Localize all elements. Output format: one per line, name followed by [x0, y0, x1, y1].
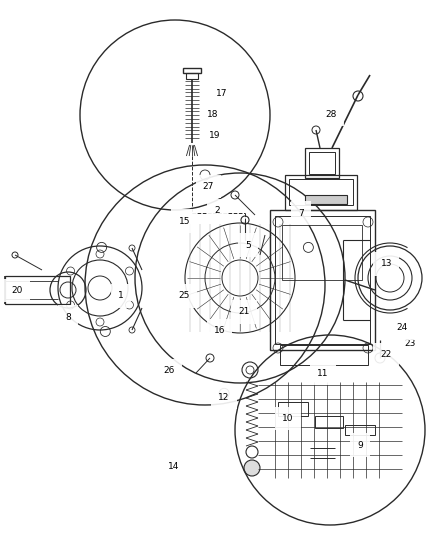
Bar — [274, 216, 369, 344]
Bar — [186, 73, 198, 79]
Text: 28: 28 — [325, 110, 336, 119]
Bar — [344, 425, 374, 435]
Text: 21: 21 — [237, 308, 249, 316]
Text: 15: 15 — [178, 217, 190, 225]
Bar — [308, 152, 334, 174]
Bar — [281, 225, 361, 280]
Text: 27: 27 — [202, 182, 214, 191]
Text: 13: 13 — [380, 260, 391, 268]
Text: 10: 10 — [281, 414, 293, 423]
Bar — [284, 175, 356, 210]
Text: 23: 23 — [404, 340, 415, 348]
Text: 25: 25 — [178, 292, 190, 300]
Text: 20: 20 — [11, 286, 22, 295]
Text: 26: 26 — [163, 366, 174, 375]
Text: 5: 5 — [244, 241, 251, 249]
Text: 19: 19 — [209, 132, 220, 140]
Circle shape — [244, 460, 259, 476]
Text: 12: 12 — [218, 393, 229, 401]
Text: 9: 9 — [356, 441, 362, 449]
Text: 8: 8 — [65, 313, 71, 321]
Text: 7: 7 — [297, 209, 303, 217]
Text: 16: 16 — [213, 326, 225, 335]
Bar — [288, 179, 352, 205]
Text: 14: 14 — [167, 462, 179, 471]
Bar — [279, 345, 367, 365]
Text: 18: 18 — [207, 110, 218, 119]
Bar — [5, 276, 70, 304]
Text: 24: 24 — [395, 324, 406, 332]
Text: 22: 22 — [380, 350, 391, 359]
Text: 17: 17 — [215, 89, 227, 98]
Bar — [314, 416, 342, 428]
Text: 1: 1 — [117, 292, 124, 300]
Text: 11: 11 — [316, 369, 328, 377]
Bar — [304, 148, 338, 178]
Bar — [183, 68, 201, 73]
Bar — [304, 195, 346, 204]
Bar — [277, 402, 307, 416]
Bar — [269, 210, 374, 350]
Text: 2: 2 — [214, 206, 219, 215]
